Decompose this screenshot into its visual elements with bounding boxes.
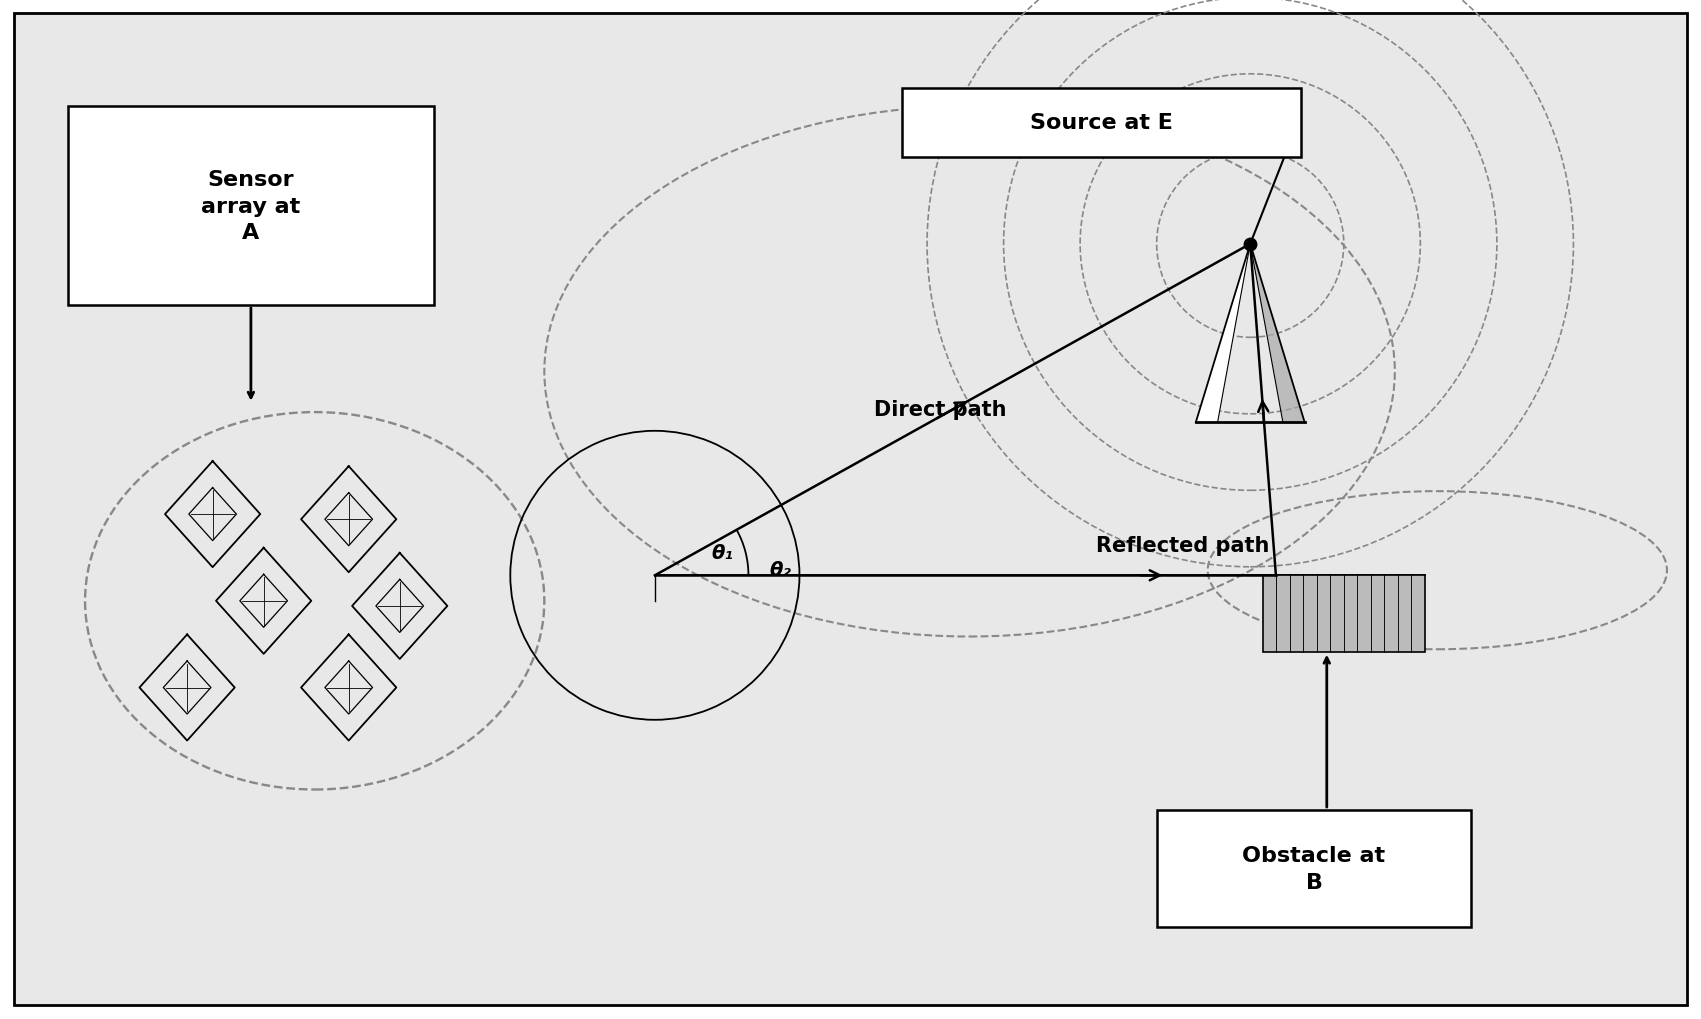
Text: Direct path: Direct path <box>874 399 1005 420</box>
Polygon shape <box>1196 245 1250 423</box>
Text: θ₂: θ₂ <box>769 560 791 580</box>
Text: Obstacle at
B: Obstacle at B <box>1242 846 1386 892</box>
Text: Sensor
array at
A: Sensor array at A <box>201 170 301 243</box>
Text: θ₁: θ₁ <box>711 543 733 562</box>
Bar <box>1157 810 1471 927</box>
Bar <box>1262 576 1424 652</box>
Polygon shape <box>1250 245 1305 423</box>
Bar <box>902 89 1301 158</box>
Text: Reflected path: Reflected path <box>1097 535 1271 555</box>
Text: Source at E: Source at E <box>1031 113 1172 133</box>
FancyBboxPatch shape <box>14 13 1687 1006</box>
Bar <box>68 107 434 306</box>
